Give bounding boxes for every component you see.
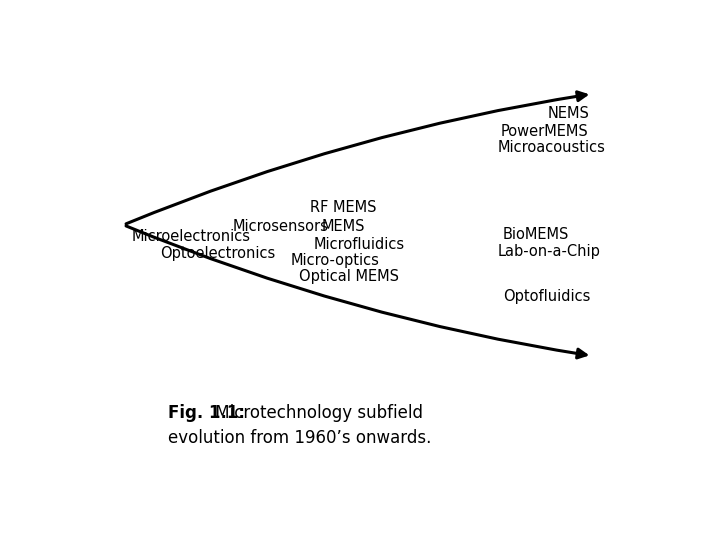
Text: evolution from 1960’s onwards.: evolution from 1960’s onwards. (168, 429, 431, 447)
Text: Lab-on-a-Chip: Lab-on-a-Chip (498, 245, 600, 259)
Text: Microfluidics: Microfluidics (313, 238, 405, 252)
Text: Microtechnology subfield: Microtechnology subfield (210, 404, 423, 422)
Text: Micro-optics: Micro-optics (291, 253, 379, 268)
Text: Microacoustics: Microacoustics (498, 140, 606, 156)
Text: Fig. 1.1:: Fig. 1.1: (168, 404, 245, 422)
Text: RF MEMS: RF MEMS (310, 200, 377, 215)
Text: BioMEMS: BioMEMS (503, 227, 570, 242)
Text: Microsensors: Microsensors (233, 219, 328, 234)
Text: Optoelectronics: Optoelectronics (160, 246, 275, 261)
Text: Optofluidics: Optofluidics (503, 289, 590, 305)
Text: NEMS: NEMS (547, 106, 590, 122)
Text: Microelectronics: Microelectronics (132, 229, 251, 244)
Text: Optical MEMS: Optical MEMS (300, 269, 400, 285)
Text: PowerMEMS: PowerMEMS (500, 124, 588, 139)
Text: MEMS: MEMS (322, 219, 365, 234)
